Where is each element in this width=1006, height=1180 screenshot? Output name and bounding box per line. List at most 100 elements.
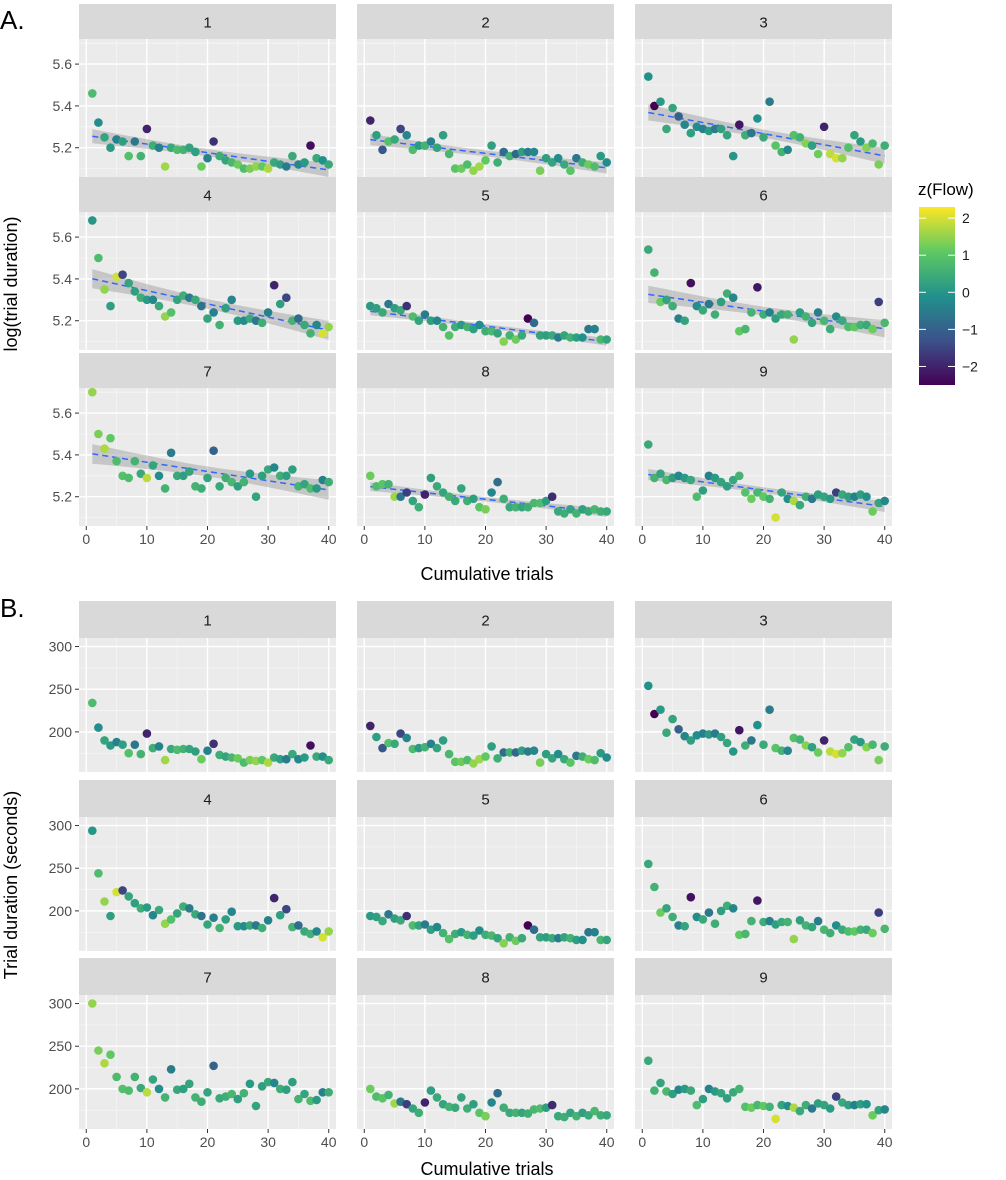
data-point bbox=[142, 903, 152, 912]
data-point bbox=[765, 97, 774, 106]
y-tick-label: 5.4 bbox=[53, 98, 73, 114]
data-point bbox=[366, 721, 375, 731]
data-point bbox=[880, 141, 889, 150]
data-point bbox=[602, 158, 611, 167]
facet-1-2: 2 bbox=[357, 601, 614, 772]
data-point bbox=[795, 500, 805, 510]
facet-1-6: 6 bbox=[635, 780, 892, 951]
x-tick-label: 10 bbox=[417, 531, 433, 547]
data-point bbox=[795, 308, 805, 317]
facet-1-5: 5 bbox=[357, 780, 614, 951]
facet-strip-label: 9 bbox=[759, 364, 767, 381]
data-point bbox=[517, 331, 527, 340]
data-point bbox=[771, 314, 780, 323]
facet-strip-label: 4 bbox=[203, 792, 211, 809]
data-point bbox=[227, 295, 236, 305]
data-point bbox=[136, 749, 146, 759]
panel-a-xlabel: Cumulative trials bbox=[420, 564, 553, 584]
data-point bbox=[191, 1093, 200, 1102]
data-point bbox=[191, 747, 200, 756]
data-point bbox=[825, 149, 835, 159]
data-point bbox=[136, 469, 146, 479]
x-tick-label: 30 bbox=[260, 1134, 276, 1150]
data-point bbox=[444, 331, 454, 340]
data-point bbox=[88, 216, 97, 225]
data-point bbox=[541, 496, 551, 506]
data-point bbox=[741, 929, 750, 939]
data-point bbox=[312, 1095, 321, 1105]
y-tick-label: 200 bbox=[49, 724, 73, 740]
data-point bbox=[844, 1100, 853, 1110]
data-point bbox=[747, 736, 756, 745]
data-point bbox=[402, 1099, 412, 1109]
data-point bbox=[710, 124, 720, 134]
data-point bbox=[741, 324, 750, 334]
data-point bbox=[795, 133, 805, 142]
data-point bbox=[366, 471, 375, 481]
facet-strip-label: 6 bbox=[759, 188, 767, 205]
data-point bbox=[142, 1088, 152, 1097]
data-point bbox=[233, 1094, 243, 1104]
data-point bbox=[233, 754, 243, 763]
x-tick-label: 30 bbox=[816, 1134, 832, 1150]
x-tick-label: 40 bbox=[877, 1134, 893, 1150]
legend-tick-label: −1 bbox=[962, 321, 978, 337]
data-point bbox=[94, 253, 103, 263]
data-point bbox=[644, 245, 653, 254]
data-point bbox=[294, 921, 303, 930]
data-point bbox=[596, 507, 605, 516]
data-point bbox=[825, 494, 835, 504]
facet-strip-label: 6 bbox=[759, 792, 767, 809]
data-point bbox=[819, 122, 829, 132]
data-point bbox=[300, 320, 309, 330]
data-point bbox=[722, 482, 732, 491]
data-point bbox=[233, 160, 243, 169]
data-point bbox=[862, 492, 871, 502]
data-point bbox=[197, 754, 206, 764]
data-point bbox=[245, 921, 255, 930]
data-point bbox=[596, 151, 605, 161]
data-point bbox=[215, 482, 224, 491]
y-tick-label: 5.2 bbox=[53, 313, 73, 329]
data-point bbox=[384, 299, 393, 309]
data-point bbox=[868, 139, 877, 148]
data-point bbox=[741, 488, 750, 497]
data-point bbox=[118, 886, 127, 895]
data-point bbox=[807, 494, 817, 504]
data-point bbox=[572, 333, 581, 342]
data-point bbox=[300, 1089, 309, 1099]
facet-strip-label: 2 bbox=[481, 15, 489, 32]
data-point bbox=[844, 927, 853, 936]
data-point bbox=[306, 141, 315, 150]
facet-strip bbox=[357, 4, 614, 39]
data-point bbox=[378, 308, 387, 317]
y-tick-label: 250 bbox=[49, 860, 73, 876]
data-point bbox=[300, 479, 309, 489]
x-tick-label: 10 bbox=[139, 531, 155, 547]
data-point bbox=[100, 1059, 109, 1068]
confidence-band bbox=[92, 444, 329, 500]
x-tick-label: 20 bbox=[756, 1134, 772, 1150]
data-point bbox=[426, 739, 436, 749]
data-point bbox=[100, 444, 109, 453]
data-point bbox=[384, 910, 393, 919]
data-point bbox=[294, 1094, 303, 1104]
data-point bbox=[668, 912, 677, 922]
data-point bbox=[408, 312, 418, 321]
data-point bbox=[862, 1099, 871, 1109]
data-point bbox=[233, 482, 243, 491]
data-point bbox=[227, 1089, 236, 1099]
data-point bbox=[668, 714, 677, 724]
data-point bbox=[716, 732, 726, 742]
data-point bbox=[191, 295, 200, 305]
data-point bbox=[160, 755, 170, 765]
confidence-band bbox=[370, 482, 607, 517]
data-point bbox=[747, 128, 756, 138]
legend-tick-label: 0 bbox=[962, 284, 970, 300]
data-point bbox=[838, 748, 847, 758]
data-point bbox=[444, 749, 454, 759]
data-point bbox=[469, 931, 478, 940]
data-point bbox=[282, 1085, 291, 1094]
data-point bbox=[469, 759, 478, 768]
data-point bbox=[499, 147, 509, 157]
